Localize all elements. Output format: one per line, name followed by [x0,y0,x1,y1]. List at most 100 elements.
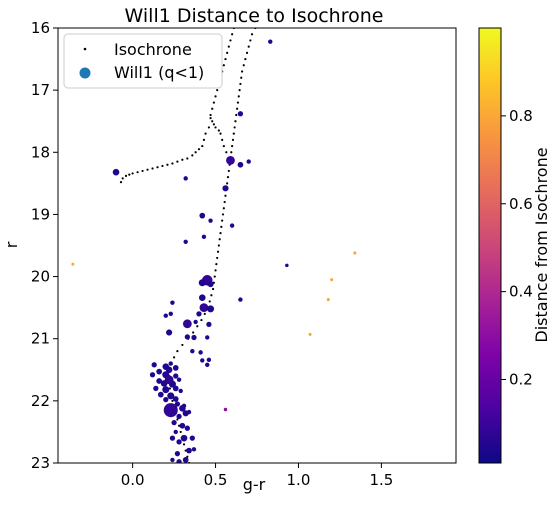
colorbar [478,27,502,464]
star-point [163,313,168,318]
isochrone-point [212,123,215,126]
isochrone-point [249,39,252,42]
isochrone-point [211,287,215,291]
isochrone-point [136,171,139,174]
star-point [171,419,177,426]
star-point [168,311,173,317]
y-tick-label: 22 [31,392,50,410]
star-point [222,185,229,192]
isochrone-series [119,28,257,463]
isochrone-point [222,144,225,148]
isochrone-point [211,107,214,110]
star-point [174,451,181,457]
star-point [157,391,164,398]
isochrone-point [221,138,224,141]
isochrone-point [227,45,230,48]
isochrone-point [226,182,229,185]
chart-title: Will1 Distance to Isochrone [125,5,384,27]
star-point [206,321,212,328]
isochrone-point [218,238,221,241]
star-point [198,279,206,287]
star-point [163,403,178,418]
isochrone-point [208,300,211,303]
stars-series [71,39,357,463]
isochrone-point [202,138,206,141]
star-point [156,378,163,384]
isochrone-point [221,219,224,222]
isochrone-point [226,176,230,179]
isochrone-point [141,169,144,173]
isochrone-point [219,231,222,235]
colorbar-tick-label: 0.8 [509,107,533,125]
isochrone-point [229,39,232,42]
isochrone-point [240,70,244,73]
star-point [189,435,195,441]
isochrone-point [119,181,123,184]
isochrone-point [227,169,230,173]
legend-box [63,33,223,89]
isochrone-point [172,356,176,359]
star-point [169,435,176,441]
isochrone-point [168,387,172,390]
star-point [198,350,203,355]
isochrone-point [146,168,149,171]
star-point [193,319,198,325]
isochrone-point [216,256,219,260]
isochrone-point [156,166,159,169]
legend: Isochrone Will1 (q<1) [63,33,223,89]
isochrone-point [247,45,250,48]
star-point [153,385,159,392]
star-point [308,332,312,336]
star-point [285,263,289,268]
star-point [190,348,195,354]
isochrone-point [204,132,207,135]
isochrone-point [222,64,225,67]
star-point [186,409,192,415]
star-point [191,447,197,452]
isochrone-point [231,138,235,141]
star-point [196,311,202,317]
isochrone-point [192,331,195,334]
isochrone-point [223,200,226,204]
star-point [198,294,206,302]
star-point [191,334,197,341]
isochrone-point [209,113,212,117]
star-point [162,386,170,394]
star-point [207,280,214,288]
star-point [184,425,190,431]
plot-area [71,28,357,463]
star-point [246,159,251,164]
x-axis: 0.0 0.5 1.0 1.5 [121,463,393,489]
isochrone-point [236,107,239,110]
isochrone-point [213,275,216,278]
colorbar-axis: 0.2 0.4 0.6 0.8 [501,107,533,389]
star-point [207,305,215,313]
y-axis: 16 17 18 19 20 21 22 23 [31,19,58,472]
star-point [172,396,179,402]
star-point [180,434,188,442]
x-tick-label: 0.5 [204,471,228,489]
star-point [176,377,182,382]
isochrone-point [211,120,214,123]
star-point [326,298,330,302]
isochrone-point [210,294,213,297]
star-point [182,457,189,463]
isochrone-point [176,350,179,353]
isochrone-point [181,158,184,161]
star-point [229,223,235,228]
isochrone-point [166,163,169,166]
isochrone-point [176,418,179,421]
isochrone-point [181,343,184,347]
star-point [184,334,190,340]
star-point [183,239,188,244]
isochrone-point [194,151,197,154]
star-point [176,439,182,445]
isochrone-point [197,148,201,151]
isochrone-point [171,162,174,165]
isochrone-point [234,120,237,123]
star-point [201,234,207,239]
star-point [179,405,186,412]
star-point [174,401,181,407]
isochrone-point [214,126,217,129]
